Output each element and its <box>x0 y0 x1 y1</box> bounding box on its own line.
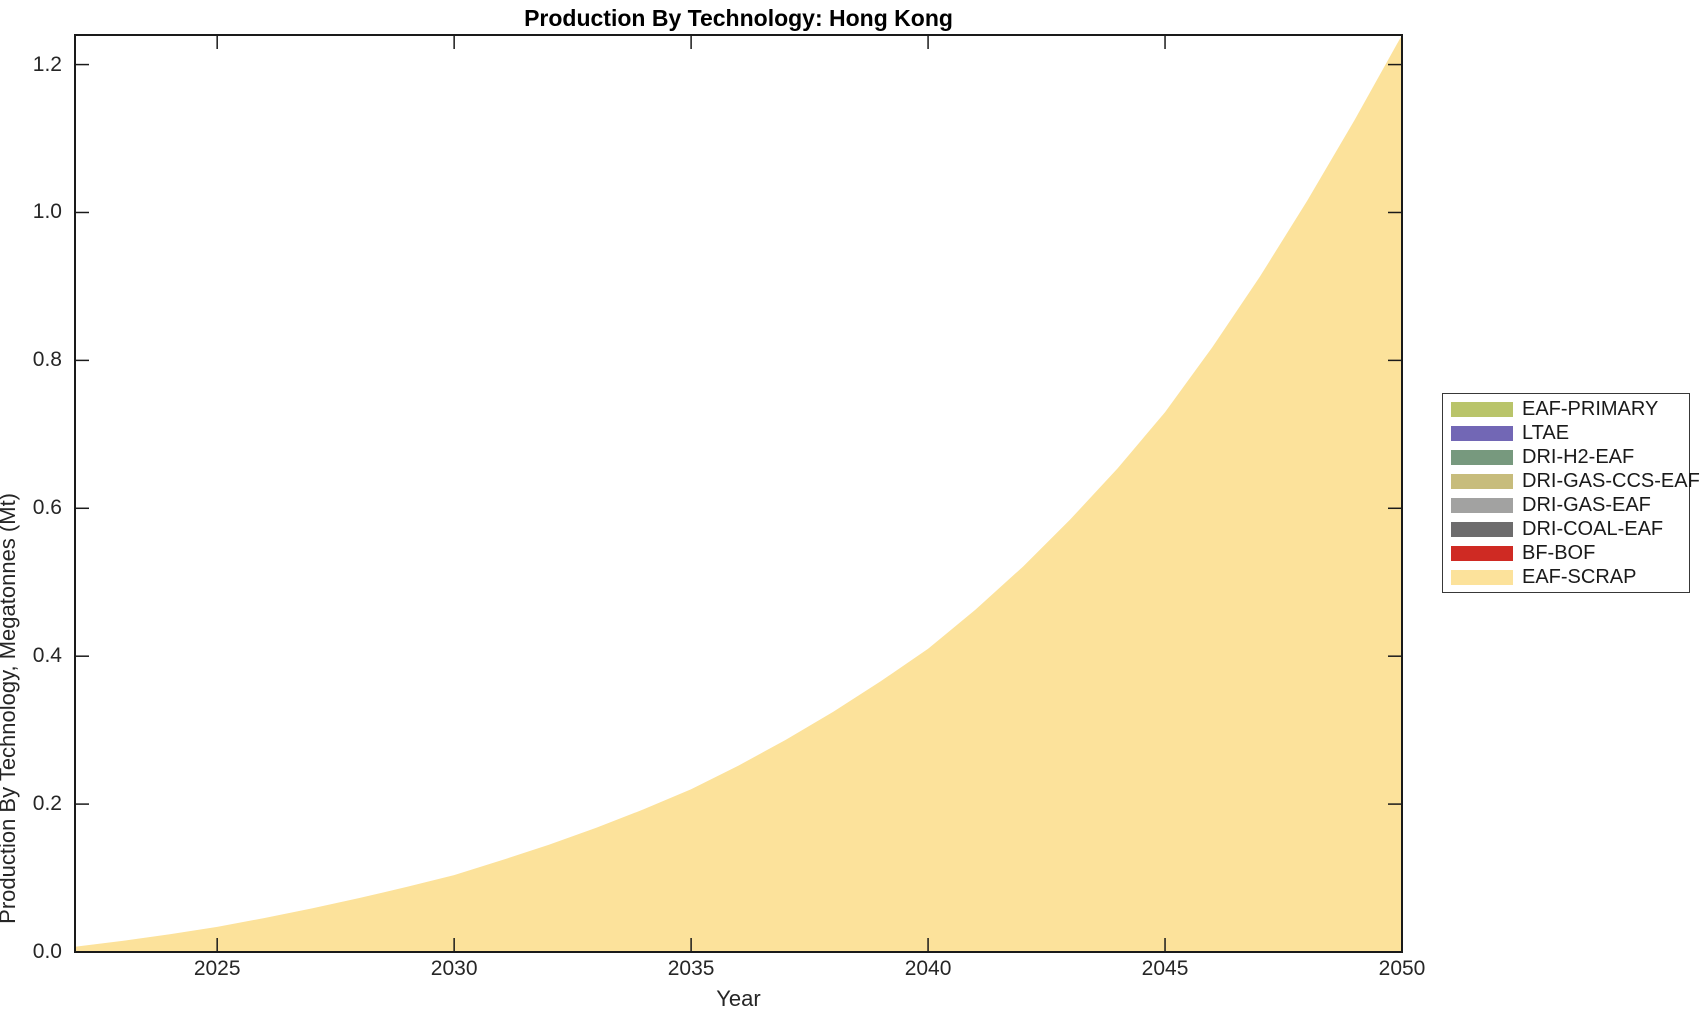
y-tick-label: 1.0 <box>32 200 62 224</box>
legend-swatch-dri-h2-eaf <box>1451 449 1513 465</box>
x-axis-label: Year <box>716 986 761 1011</box>
x-tick-label: 2050 <box>1378 957 1426 980</box>
x-tick-label: 2045 <box>1141 957 1189 980</box>
legend-item-bf-bof: BF-BOF <box>1443 541 1689 565</box>
x-tick-label: 2035 <box>667 957 715 980</box>
y-tick-label: 0.8 <box>32 348 62 372</box>
legend-label: DRI-COAL-EAF <box>1522 518 1664 540</box>
legend-swatch-ltae <box>1451 425 1513 441</box>
x-tick-label: 2040 <box>904 957 952 980</box>
y-axis-label-text: Production By Technology, Megatonnes (Mt… <box>0 492 20 924</box>
legend-item-eaf-primary: EAF-PRIMARY <box>1443 397 1689 421</box>
legend-item-ltae: LTAE <box>1443 421 1689 445</box>
legend-label: LTAE <box>1522 422 1570 444</box>
legend-item-dri-gas-ccs-eaf: DRI-GAS-CCS-EAF <box>1443 469 1700 493</box>
legend: EAF-PRIMARY LTAE DRI-H2-EAF DRI-GAS-CCS-EAF… <box>1442 393 1700 593</box>
legend-label: DRI-H2-EAF <box>1522 446 1635 468</box>
legend-swatch-eaf-primary <box>1451 401 1513 417</box>
legend-swatch-eaf-scrap <box>1451 569 1513 585</box>
legend-swatch-dri-gas-ccs-eaf <box>1451 473 1513 489</box>
y-tick-label: 1.2 <box>32 52 62 76</box>
area-series-eaf-scrap <box>75 35 1402 952</box>
plot-border <box>74 34 1403 953</box>
legend-item-dri-coal-eaf: DRI-COAL-EAF <box>1443 517 1689 541</box>
legend-label: DRI-GAS-EAF <box>1522 494 1651 516</box>
legend-label: BF-BOF <box>1522 542 1596 564</box>
y-tick-label: 0.0 <box>32 940 62 963</box>
legend-item-dri-h2-eaf: DRI-H2-EAF <box>1443 445 1689 469</box>
legend-swatch-dri-gas-eaf <box>1451 497 1513 513</box>
legend-label: EAF-SCRAP <box>1522 566 1637 588</box>
chart-title: Production By Technology: Hong Kong <box>524 5 953 31</box>
legend-swatch-bf-bof <box>1451 545 1513 561</box>
legend-item-eaf-scrap: EAF-SCRAP <box>1443 565 1689 589</box>
legend-item-dri-gas-eaf: DRI-GAS-EAF <box>1443 493 1689 517</box>
legend-label: DRI-GAS-CCS-EAF <box>1522 470 1700 492</box>
x-tick-label: 2030 <box>430 957 478 980</box>
legend-label: EAF-PRIMARY <box>1522 398 1659 420</box>
legend-swatch-dri-coal-eaf <box>1451 521 1513 537</box>
x-tick-label: 2025 <box>193 957 241 980</box>
y-tick-label: 0.2 <box>32 792 62 816</box>
y-tick-label: 0.6 <box>32 496 62 520</box>
y-tick-label: 0.4 <box>32 644 62 668</box>
